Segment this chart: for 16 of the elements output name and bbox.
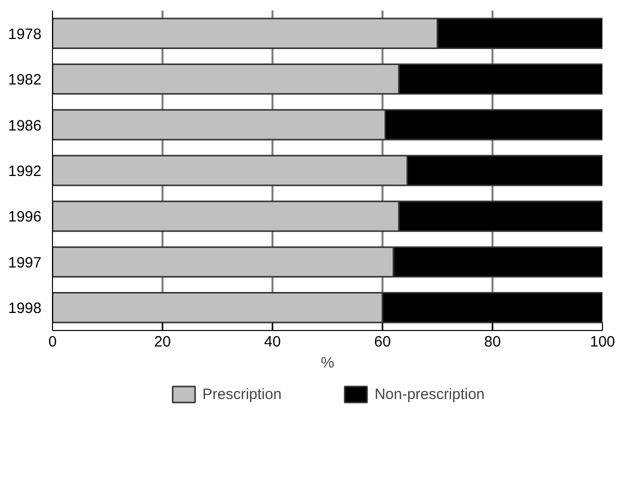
x-tick-label: 80 (484, 334, 501, 350)
x-tick-label: 0 (48, 334, 57, 350)
y-tick-label: 1992 (8, 163, 42, 180)
y-tick-label: 1998 (8, 300, 42, 318)
y-tick-label: 1986 (8, 117, 42, 134)
x-tick-label: 40 (264, 334, 281, 350)
legend-label: Prescription (202, 386, 282, 402)
x-tick-label: 60 (374, 334, 391, 350)
y-tick-label: 1978 (8, 26, 42, 43)
y-tick-label: 1982 (8, 72, 42, 89)
x-axis-title: % (320, 354, 334, 372)
y-tick-label: 1996 (8, 208, 42, 226)
x-tick-label: 100 (590, 334, 616, 350)
y-tick-label: 1997 (8, 254, 42, 272)
legend-label: Non-prescription (374, 386, 485, 402)
x-tick-label: 20 (154, 334, 171, 350)
